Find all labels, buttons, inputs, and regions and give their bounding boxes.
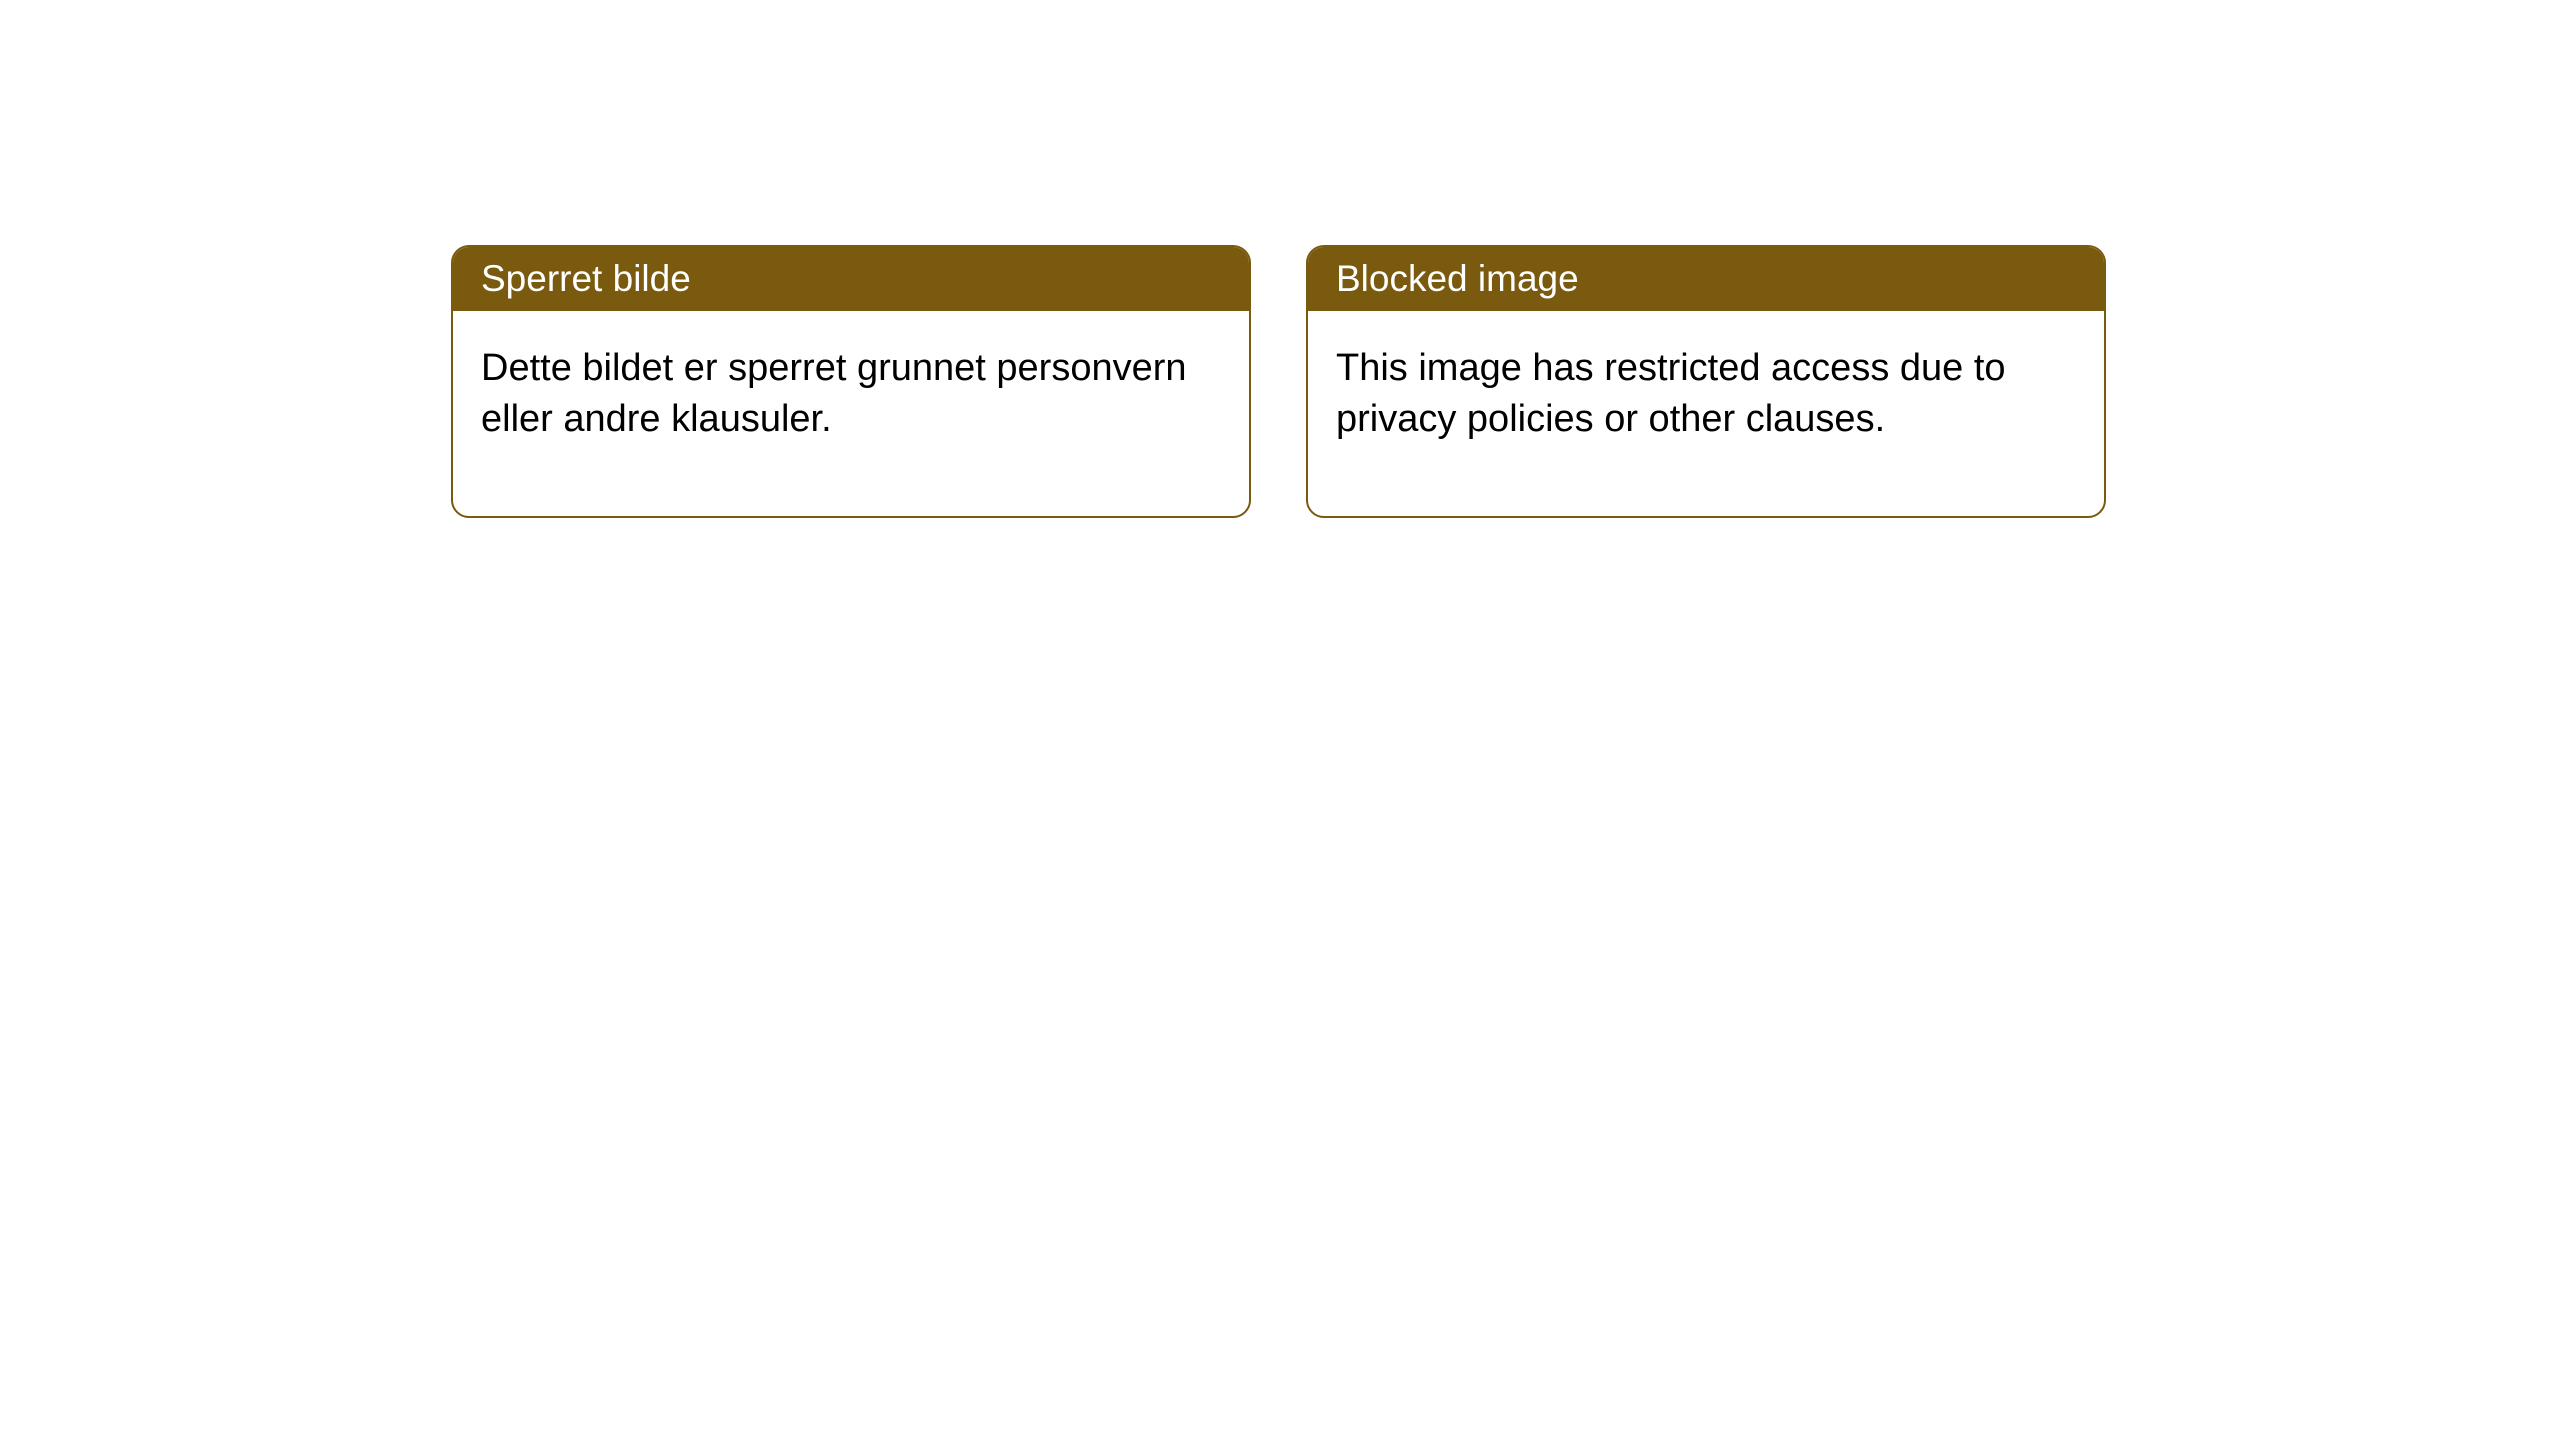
panel-message-en: This image has restricted access due to … <box>1336 347 2006 440</box>
panel-body-no: Dette bildet er sperret grunnet personve… <box>453 311 1249 516</box>
blocked-image-panel-en: Blocked image This image has restricted … <box>1306 245 2106 518</box>
panel-title-no: Sperret bilde <box>481 258 691 299</box>
panel-message-no: Dette bildet er sperret grunnet personve… <box>481 347 1187 440</box>
panel-title-en: Blocked image <box>1336 258 1579 299</box>
blocked-image-panels: Sperret bilde Dette bildet er sperret gr… <box>451 245 2106 518</box>
panel-header-en: Blocked image <box>1308 247 2104 311</box>
blocked-image-panel-no: Sperret bilde Dette bildet er sperret gr… <box>451 245 1251 518</box>
panel-header-no: Sperret bilde <box>453 247 1249 311</box>
panel-body-en: This image has restricted access due to … <box>1308 311 2104 516</box>
